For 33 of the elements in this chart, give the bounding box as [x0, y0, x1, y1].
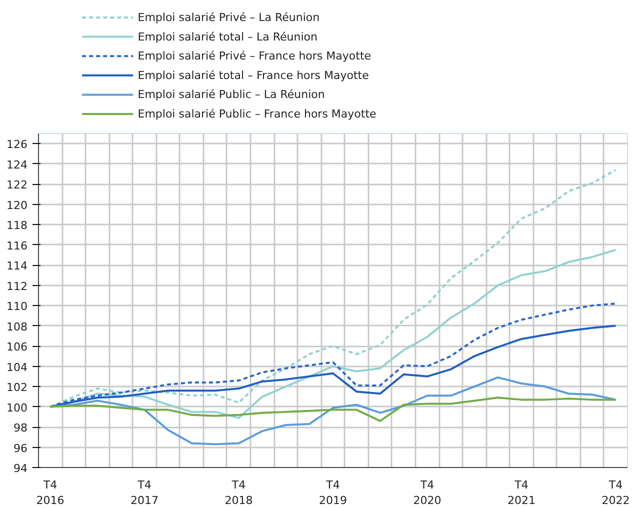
y-tick-label: 116 [6, 239, 28, 252]
y-tick-label: 102 [6, 381, 28, 394]
y-tick-label: 96 [14, 442, 28, 455]
x-tick-label: T4 2018 [224, 478, 253, 508]
legend-label: Emploi salarié total – France hors Mayotte [138, 68, 370, 82]
x-tick-label: T4 2017 [130, 478, 159, 508]
x-tick-label: T4 2019 [319, 478, 348, 508]
line-series [49, 396, 617, 422]
x-tick-label: T4 2016 [36, 478, 64, 508]
x-tick-label: T4 2022 [602, 478, 630, 508]
y-tick-label: 124 [6, 158, 28, 172]
y-tick-label: 98 [14, 422, 28, 435]
y-tick-label: 100 [6, 401, 28, 414]
legend-label: Emploi salarié Privé – France hors Mayotte [138, 50, 372, 63]
y-tick-label: 120 [6, 198, 28, 212]
y-tick-label: 126 [6, 138, 28, 152]
y-tick-label: 122 [6, 178, 28, 192]
y-tick-label: 108 [6, 320, 28, 334]
y-tick-label: 112 [6, 280, 28, 293]
y-tick-label: 94 [14, 462, 28, 475]
line-series [49, 302, 617, 408]
y-tick-label: 106 [6, 340, 28, 354]
x-tick-label: T4 2020 [413, 478, 442, 508]
y-tick-label: 110 [6, 300, 28, 314]
line-series [49, 376, 617, 446]
y-tick-label: 114 [6, 260, 28, 273]
legend-label: Emploi salarié total – La Réunion [138, 30, 318, 44]
x-tick-label: T4 2021 [507, 478, 536, 508]
y-tick-label: 104 [6, 360, 28, 374]
legend-label: Emploi salarié Public – France hors Mayotte [138, 108, 377, 120]
legend-label: Emploi salarié Public – La Réunion [138, 88, 325, 102]
legend-label: Emploi salarié Privé – La Réunion [138, 11, 320, 24]
y-tick-label: 118 [6, 219, 28, 232]
